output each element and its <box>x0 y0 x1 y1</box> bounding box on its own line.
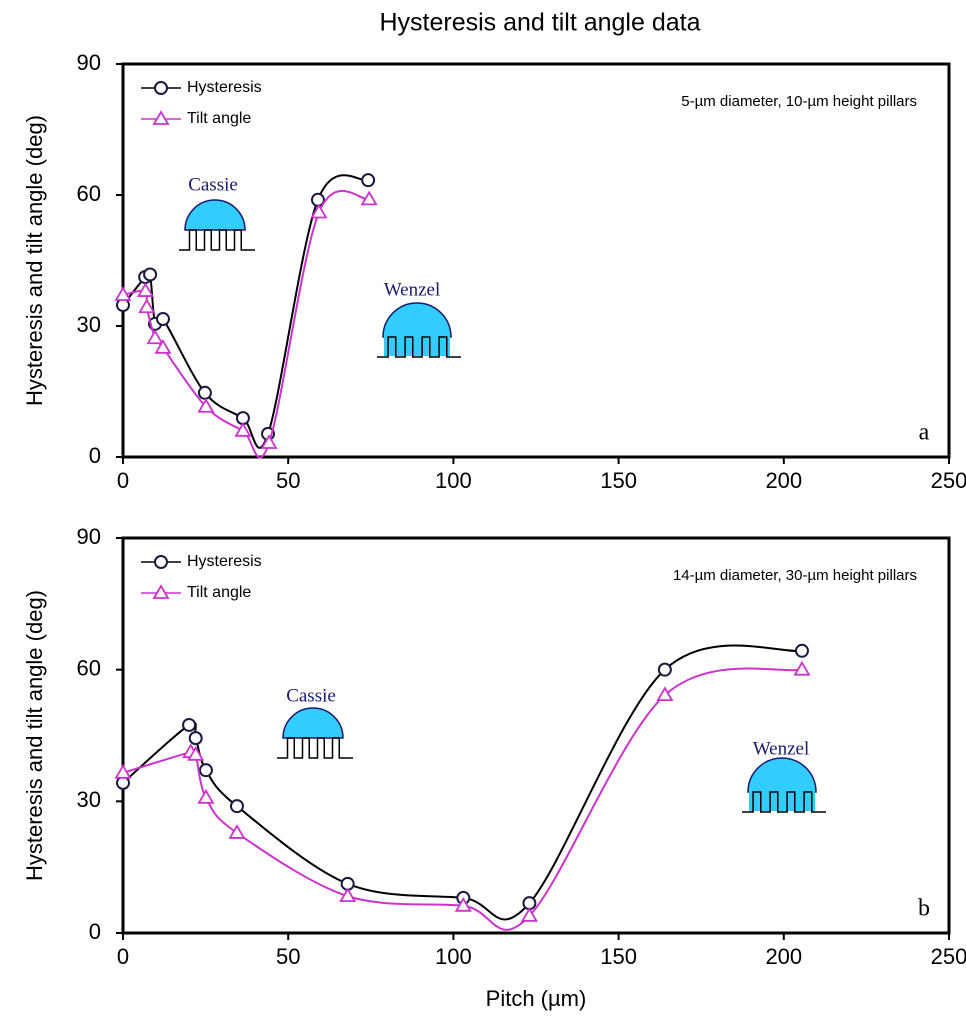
x-tick-label: 250 <box>931 944 966 969</box>
annotation: 5-µm diameter, 10-µm height pillars <box>681 93 917 110</box>
y-tick-label: 30 <box>77 312 101 337</box>
legend-marker <box>154 555 168 569</box>
legend-marker <box>152 584 170 599</box>
x-tick-label: 150 <box>600 944 637 969</box>
marker <box>229 799 244 814</box>
marker <box>520 907 538 922</box>
substrate <box>742 791 826 813</box>
substrate <box>377 336 461 358</box>
marker <box>793 660 811 676</box>
x-tick-label: 100 <box>435 468 472 493</box>
annotation: Wenzel <box>753 738 810 759</box>
marker <box>339 887 357 903</box>
legend-marker <box>152 110 170 125</box>
annotation: Wenzel <box>384 279 441 300</box>
x-tick-label: 200 <box>765 468 802 493</box>
legend-label: Hysteresis <box>187 553 262 570</box>
droplet <box>184 199 246 231</box>
y-tick-label: 90 <box>77 50 101 75</box>
plot-frame <box>121 62 951 459</box>
marker <box>143 267 158 282</box>
marker <box>114 286 132 301</box>
substrate <box>277 737 353 759</box>
y-axis-label: Hysteresis and tilt angle (deg) <box>22 115 47 406</box>
droplet-icon <box>179 199 255 251</box>
y-axis-label: Hysteresis and tilt angle (deg) <box>22 590 47 881</box>
marker <box>114 764 132 779</box>
x-tick-label: 200 <box>765 944 802 969</box>
marker <box>260 434 278 449</box>
marker <box>188 731 203 746</box>
droplet-icon <box>742 757 826 813</box>
droplet-fill <box>384 336 450 356</box>
marker <box>656 686 674 702</box>
x-tick-label: 100 <box>435 944 472 969</box>
annotation: b <box>918 896 930 922</box>
marker <box>310 203 328 219</box>
legend-label: Tilt angle <box>187 110 251 127</box>
marker <box>360 190 378 206</box>
y-tick-label: 90 <box>77 524 101 549</box>
marker <box>794 643 809 658</box>
marker <box>197 789 215 804</box>
marker <box>187 746 205 761</box>
annotation: 14-µm diameter, 30-µm height pillars <box>673 567 917 584</box>
droplet-icon <box>277 707 353 759</box>
droplet-fill <box>749 791 815 811</box>
chart-title: Hysteresis and tilt angle data <box>379 9 700 37</box>
series-line <box>122 644 803 921</box>
x-tick-label: 50 <box>276 468 300 493</box>
legend-marker <box>154 81 168 95</box>
y-tick-label: 30 <box>77 787 101 812</box>
marker <box>454 897 472 912</box>
marker <box>197 385 212 400</box>
marker <box>234 422 252 437</box>
marker <box>657 662 672 677</box>
legend-label: Tilt angle <box>187 584 251 601</box>
legend-label: Hysteresis <box>187 79 262 96</box>
droplet <box>282 707 344 739</box>
droplet-icon <box>377 302 461 358</box>
marker <box>198 763 213 778</box>
y-tick-label: 60 <box>77 181 101 206</box>
y-tick-label: 0 <box>89 443 101 468</box>
x-tick-label: 50 <box>276 944 300 969</box>
y-tick-label: 60 <box>77 655 101 680</box>
series-line <box>122 667 803 931</box>
annotation: a <box>919 420 930 446</box>
x-tick-label: 0 <box>117 944 129 969</box>
y-tick-label: 0 <box>89 919 101 944</box>
marker <box>146 329 164 345</box>
series-line <box>122 174 369 449</box>
x-axis-label: Pitch (µm) <box>486 986 587 1011</box>
x-tick-label: 150 <box>600 468 637 493</box>
plot-frame <box>121 536 951 935</box>
marker <box>155 312 170 327</box>
droplet <box>747 757 817 793</box>
marker <box>138 298 156 314</box>
marker <box>136 282 155 297</box>
marker <box>228 824 246 839</box>
x-tick-label: 0 <box>117 468 129 493</box>
marker <box>361 173 376 188</box>
annotation: Cassie <box>286 685 336 706</box>
substrate <box>179 229 255 251</box>
marker <box>154 339 172 354</box>
x-tick-label: 250 <box>931 468 966 493</box>
marker <box>182 717 197 732</box>
annotation: Cassie <box>188 174 238 195</box>
droplet <box>382 302 452 338</box>
marker <box>197 397 215 413</box>
